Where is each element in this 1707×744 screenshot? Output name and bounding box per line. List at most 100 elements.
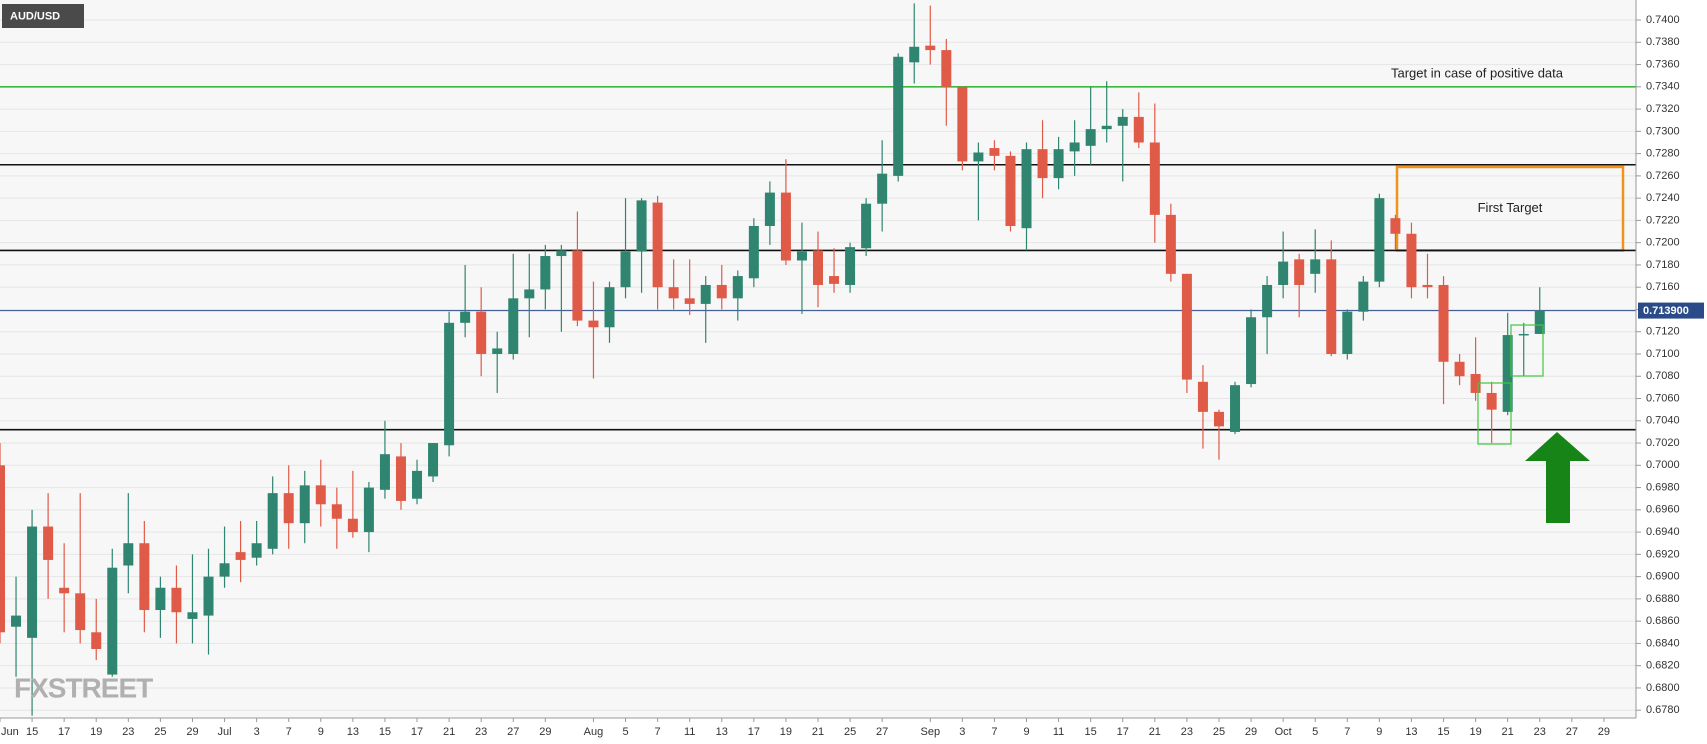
x-tick-label: 7 [286,726,292,738]
x-tick-label: 21 [812,726,824,738]
x-tick-label: 5 [1312,726,1318,738]
y-tick-label: 0.6920 [1646,548,1680,560]
candle-body [1149,142,1160,215]
candle-body [1053,149,1064,179]
y-tick-label: 0.7160 [1646,281,1680,293]
y-tick-label: 0.7080 [1646,370,1680,382]
candle-body [43,526,54,560]
candle-body [1502,335,1513,412]
candle-body [460,311,471,323]
x-tick-label: 13 [347,726,359,738]
x-tick-label: 19 [90,726,102,738]
candle-body [315,485,326,505]
candle-body [1438,284,1449,362]
x-tick-label: Jun [1,726,19,738]
symbol-badge [2,4,84,28]
y-tick-label: 0.7120 [1646,326,1680,338]
y-tick-label: 0.7340 [1646,81,1680,93]
x-tick-label: 15 [1085,726,1097,738]
candle-body [299,485,310,524]
candle-body [123,543,134,566]
x-tick-label: 11 [684,726,695,738]
x-tick-label: 27 [1566,726,1578,738]
x-tick-label: 29 [1245,726,1257,738]
candle-body [1374,198,1385,282]
x-tick-label: 17 [1117,726,1129,738]
candle-body [1037,149,1048,179]
candle-body [59,587,70,594]
y-tick-label: 0.7300 [1646,125,1680,137]
x-tick-label: Jul [218,726,232,738]
candle-body [1390,218,1401,234]
candle-body [1342,311,1353,354]
candle-body [412,470,423,499]
candle-body [540,256,551,290]
candle-body [1518,333,1529,336]
y-tick-label: 0.6900 [1646,571,1680,583]
candles [0,3,1545,716]
x-tick-label: 11 [1053,726,1064,738]
candle-body [1486,392,1497,410]
candle-body [989,148,1000,156]
x-tick-label: 13 [1405,726,1417,738]
y-tick-label: 0.6780 [1646,704,1680,716]
candle-body [1534,310,1545,334]
y-tick-label: 0.7380 [1646,36,1680,48]
candle-body [652,202,663,288]
candle-body [267,493,278,549]
y-tick-label: 0.6960 [1646,504,1680,516]
x-tick-label: 9 [1023,726,1029,738]
y-tick-label: 0.7280 [1646,148,1680,160]
y-tick-label: 0.7360 [1646,58,1680,70]
candle-body [155,587,166,611]
candle-body [1470,374,1481,393]
candle-body [283,493,294,524]
candle-body [187,612,198,619]
candle-body [1213,411,1224,427]
candle-body [524,289,535,299]
x-tick-label: Sep [920,726,940,738]
x-tick-label: 23 [1181,726,1193,738]
candle-body [379,454,390,490]
candle-body [604,287,615,328]
target-zone-label: First Target [1478,200,1543,215]
candle-body [251,543,262,558]
candle-body [829,276,840,284]
y-tick-label: 0.7200 [1646,237,1680,249]
symbol: AUD/USD [10,10,60,22]
candle-body [395,456,406,501]
candle-body [235,552,246,560]
candle-body [716,284,727,299]
candle-body [893,56,904,176]
x-tick-label: 21 [1149,726,1161,738]
y-tick-label: 0.7240 [1646,192,1680,204]
candle-body [428,443,439,477]
x-tick-label: 29 [186,726,198,738]
candle-body [764,192,775,226]
y-tick-label: 0.7060 [1646,392,1680,404]
candle-body [508,298,519,354]
candle-body [1326,259,1337,354]
candle-body [11,615,22,627]
candle-body [748,225,759,279]
candle-body [620,251,631,288]
candle-body [219,563,230,577]
candle-body [107,567,118,675]
x-tick-label: 9 [318,726,324,738]
candle-body [588,320,599,328]
candle-body [1422,284,1433,288]
x-tick-label: 27 [876,726,888,738]
candle-body [700,284,711,304]
annotations [1477,324,1590,523]
candle-body [1021,149,1032,229]
x-tick-label: 9 [1376,726,1382,738]
y-tick-label: 0.7180 [1646,259,1680,271]
candle-body [1294,259,1305,285]
candle-body [1358,281,1369,312]
candle-body [1246,317,1257,385]
candle-body [1069,142,1080,152]
x-tick-label: Oct [1275,726,1292,738]
candle-body [668,287,679,299]
candle-body [363,487,374,533]
